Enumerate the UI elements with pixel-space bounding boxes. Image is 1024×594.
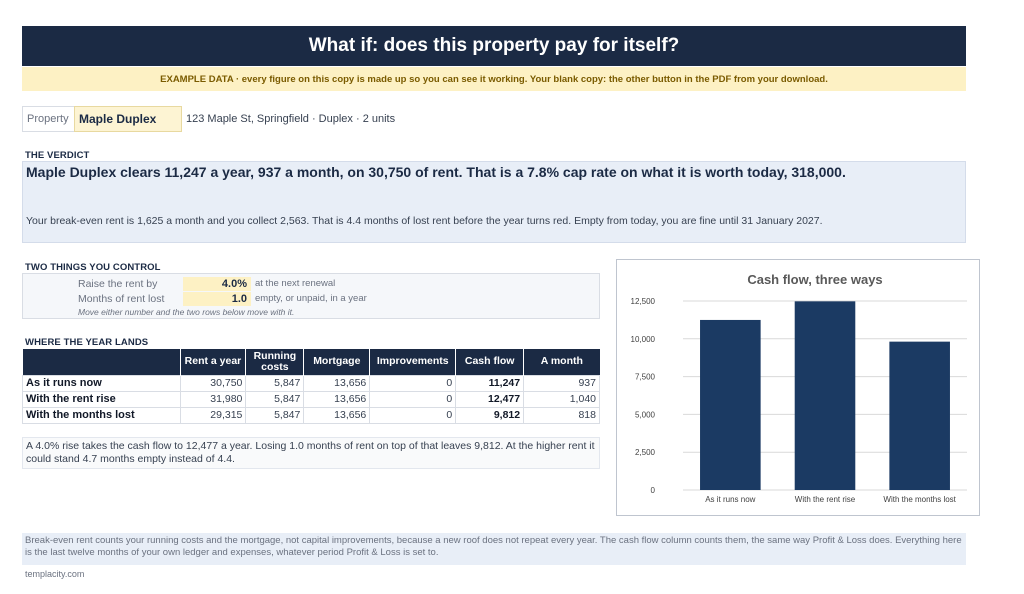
- table-cell: 5,847: [245, 406, 305, 424]
- bar: [889, 341, 950, 490]
- row-label: As it runs now: [22, 374, 181, 392]
- table-cell: 13,656: [303, 390, 371, 408]
- controls-hint: Move either number and the two rows belo…: [78, 307, 295, 317]
- rent-raise-note: at the next renewal: [255, 278, 336, 289]
- property-label: Property: [22, 106, 74, 132]
- controls-panel: Raise the rent by 4.0% at the next renew…: [22, 273, 600, 319]
- year-table-header-row: Rent a year Running costs Mortgage Impro…: [22, 349, 600, 375]
- verdict-heading: THE VERDICT: [25, 150, 90, 161]
- verdict-panel: Maple Duplex clears 11,247 a year, 937 a…: [22, 161, 966, 243]
- rent-raise-label: Raise the rent by: [78, 277, 158, 290]
- year-table: Rent a year Running costs Mortgage Impro…: [22, 349, 600, 424]
- column-header: Improvements: [369, 349, 457, 375]
- y-tick-label: 7,500: [635, 373, 656, 382]
- rent-raise-input[interactable]: 4.0%: [183, 276, 251, 291]
- scenario-narrative: A 4.0% rise takes the cash flow to 12,47…: [22, 437, 600, 469]
- x-tick-label: With the months lost: [883, 495, 956, 504]
- x-tick-label: With the rent rise: [795, 495, 856, 504]
- table-cell: 9,812: [455, 406, 525, 424]
- chart-title: Cash flow, three ways: [747, 272, 882, 287]
- table-row: With the months lost 29,315 5,847 13,656…: [22, 406, 600, 424]
- site-credit: templacity.com: [25, 569, 85, 579]
- months-lost-input[interactable]: 1.0: [183, 291, 251, 306]
- page-title: What if: does this property pay for itse…: [22, 26, 966, 66]
- table-cell: 13,656: [303, 374, 371, 392]
- property-row: Property Maple Duplex 123 Maple St, Spri…: [22, 106, 395, 132]
- table-cell: 13,656: [303, 406, 371, 424]
- rent-raise-row: Raise the rent by 4.0% at the next renew…: [23, 276, 335, 291]
- y-tick-label: 12,500: [631, 297, 656, 306]
- table-cell: 12,477: [455, 390, 525, 408]
- column-header: Running costs: [245, 349, 305, 375]
- table-cell: 937: [523, 374, 600, 392]
- bar: [794, 301, 856, 490]
- y-tick-label: 10,000: [631, 335, 656, 344]
- months-lost-row: Months of rent lost 1.0 empty, or unpaid…: [23, 291, 367, 306]
- y-tick-label: 0: [651, 486, 656, 495]
- table-cell: 11,247: [455, 374, 525, 392]
- row-label: With the rent rise: [22, 390, 181, 408]
- bar: [700, 319, 761, 490]
- table-cell: 5,847: [245, 374, 305, 392]
- x-tick-label: As it runs now: [705, 495, 755, 504]
- months-lost-note: empty, or unpaid, in a year: [255, 293, 367, 304]
- column-header: Mortgage: [303, 349, 371, 375]
- cash-flow-chart: Cash flow, three ways 0 2,500 5,000 7,500 10,…: [616, 259, 980, 516]
- table-cell: 0: [369, 390, 457, 408]
- footer-note: Break-even rent counts your running cost…: [22, 533, 966, 565]
- table-cell: 0: [369, 406, 457, 424]
- table-cell: 0: [369, 374, 457, 392]
- table-cell: 818: [523, 406, 600, 424]
- table-cell: 5,847: [245, 390, 305, 408]
- table-row: As it runs now 30,750 5,847 13,656 0 11,…: [22, 374, 600, 392]
- property-detail: 123 Maple St, Springfield · Duplex · 2 u…: [186, 113, 396, 125]
- y-tick-label: 2,500: [635, 448, 656, 457]
- chart-svg: Cash flow, three ways 0 2,500 5,000 7,500 10,…: [631, 272, 967, 504]
- table-cell: 31,980: [179, 390, 247, 408]
- months-lost-label: Months of rent lost: [78, 292, 165, 305]
- controls-heading: TWO THINGS YOU CONTROL: [25, 262, 161, 273]
- example-data-banner: EXAMPLE DATA · every figure on this copy…: [22, 67, 966, 91]
- table-cell: 30,750: [179, 374, 247, 392]
- year-table-heading: WHERE THE YEAR LANDS: [25, 337, 149, 348]
- column-header: Cash flow: [455, 349, 525, 375]
- row-label: With the months lost: [22, 406, 181, 424]
- table-cell: 29,315: [179, 406, 247, 424]
- column-header: A month: [523, 349, 600, 375]
- table-cell: 1,040: [523, 390, 600, 408]
- property-name-field[interactable]: Maple Duplex: [74, 106, 182, 132]
- verdict-main-text: Maple Duplex clears 11,247 a year, 937 a…: [26, 164, 846, 180]
- y-tick-label: 5,000: [635, 410, 656, 419]
- column-header: [22, 349, 181, 375]
- column-header: Rent a year: [180, 349, 247, 375]
- table-row: With the rent rise 31,980 5,847 13,656 0…: [22, 390, 600, 408]
- verdict-sub-text: Your break-even rent is 1,625 a month an…: [26, 215, 823, 227]
